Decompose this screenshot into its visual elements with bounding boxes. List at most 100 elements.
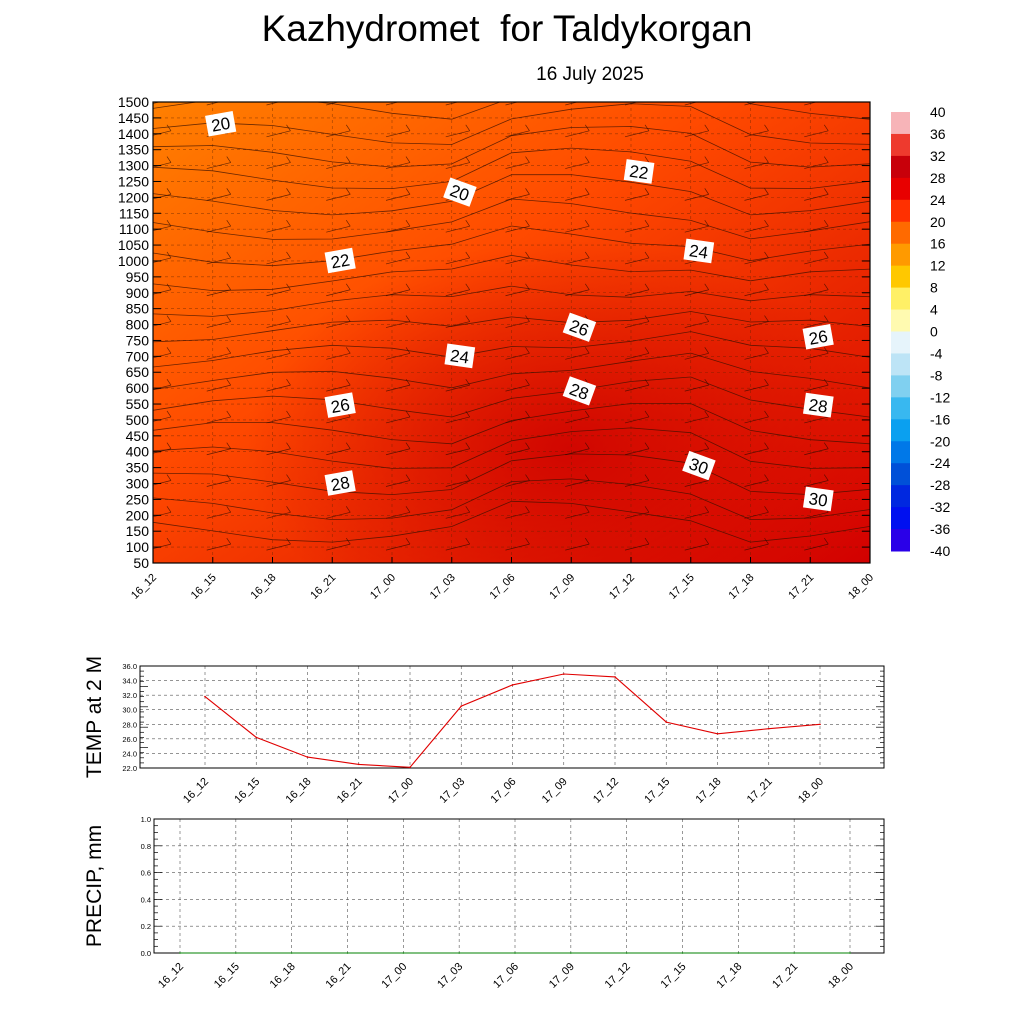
colorbar-segment <box>891 507 910 530</box>
wind-barb <box>445 378 471 392</box>
wind-barb <box>505 442 530 456</box>
wind-barb <box>624 378 650 392</box>
heat-ytick-label: 1300 <box>118 158 149 174</box>
wind-barb <box>804 347 829 360</box>
wind-barb <box>206 410 232 424</box>
heat-ytick-label: 100 <box>126 539 150 555</box>
colorbar-label: 28 <box>930 170 946 186</box>
heat-xtick-label: 17_12 <box>607 572 637 602</box>
wind-barb <box>385 315 411 328</box>
temp-data-point <box>357 763 360 766</box>
wind-barb <box>505 315 530 328</box>
contour-label-box <box>802 392 834 418</box>
wind-barb <box>505 474 530 487</box>
isotherm-line <box>153 403 870 445</box>
colorbar-segment <box>891 419 910 442</box>
heat-ytick-label: 900 <box>126 285 150 301</box>
temp-data-point <box>562 673 565 675</box>
heat-ytick-label: 850 <box>126 301 150 317</box>
temp-xtick-label: 18_00 <box>796 776 826 806</box>
wind-barb <box>266 315 291 328</box>
wind-barb <box>445 251 471 265</box>
precip-data-point <box>402 952 405 954</box>
wind-barb <box>684 537 710 551</box>
heat-xtick-label: 16_15 <box>189 572 219 602</box>
temp-data-point <box>665 721 668 723</box>
colorbar-label: 12 <box>930 258 946 274</box>
isotherm-line <box>153 147 870 190</box>
wind-barb <box>266 124 291 138</box>
wind-barb <box>744 474 769 487</box>
colorbar-label: -28 <box>930 477 950 493</box>
contour-label-text: 26 <box>807 327 829 349</box>
temp-ytick-label: 30.0 <box>122 706 137 715</box>
wind-barb <box>385 410 411 424</box>
heat-ytick-label: 400 <box>126 444 150 460</box>
heat-ytick-label: 550 <box>126 396 150 412</box>
heat-ytick-label: 50 <box>133 555 149 571</box>
wind-barb <box>744 410 769 424</box>
contour-label-box <box>802 486 834 512</box>
wind-barb <box>744 506 769 519</box>
contour-label-text: 26 <box>329 395 351 417</box>
wind-barb <box>326 219 351 233</box>
temp-ytick-label: 24.0 <box>122 749 137 758</box>
wind-barb <box>385 124 411 138</box>
wind-barb <box>266 283 291 297</box>
colorbar-label: -36 <box>930 521 950 537</box>
wind-barb <box>385 251 411 265</box>
precip-ytick-label: 0.8 <box>141 842 151 851</box>
wind-barb <box>565 410 590 424</box>
colorbar-segment <box>891 353 910 376</box>
contour-label-box <box>562 312 597 342</box>
temp-frame <box>139 665 885 769</box>
wind-barb <box>505 347 530 360</box>
wind-barb <box>266 537 291 551</box>
isotherm-line <box>153 500 870 543</box>
contour-label: 24 <box>683 238 715 264</box>
contour-label: 26 <box>324 392 356 418</box>
wind-barb <box>505 156 530 169</box>
wind-barb <box>624 347 650 360</box>
heat-xtick-label: 18_00 <box>846 572 876 602</box>
wind-barb <box>565 251 590 265</box>
colorbar-segment <box>891 133 910 157</box>
wind-barb <box>445 474 471 487</box>
heat-ytick-label: 1400 <box>118 126 149 142</box>
wind-barb <box>505 251 530 265</box>
colorbar-segment <box>891 287 910 311</box>
temp-ytick-label: 22.0 <box>122 764 137 773</box>
colorbar-label: 0 <box>930 324 938 340</box>
wind-barb <box>385 283 411 297</box>
heat-xtick-label: 17_15 <box>667 572 697 602</box>
wind-barb <box>804 124 829 138</box>
precip-ytick-label: 0.4 <box>141 895 151 904</box>
heat-ytick-label: 450 <box>126 428 150 444</box>
wind-barb <box>206 347 232 360</box>
wind-barb <box>744 378 769 392</box>
contour-label-text: 28 <box>807 395 828 416</box>
wind-barb <box>744 442 769 456</box>
heat-ytick-label: 600 <box>126 380 150 396</box>
temp-ylabel: TEMP at 2 M <box>83 656 106 778</box>
wind-barb <box>266 442 291 456</box>
wind-barb <box>565 188 590 201</box>
wind-barb <box>445 283 471 297</box>
wind-barb <box>445 102 460 106</box>
precip-ytick-label: 0.0 <box>141 949 151 958</box>
wind-barb <box>624 442 650 456</box>
isotherm-line <box>153 376 870 418</box>
precip-xtick-label: 17_15 <box>659 961 689 991</box>
heat-ytick-label: 950 <box>126 269 150 285</box>
wind-barb <box>385 378 411 392</box>
wind-barb <box>266 378 291 392</box>
temp-xtick-label: 17_00 <box>386 776 416 806</box>
heat-ytick-label: 800 <box>126 317 150 333</box>
colorbar-segment <box>891 221 910 245</box>
wind-barb <box>326 537 351 551</box>
wind-barb <box>505 410 530 424</box>
contour-label: 24 <box>444 343 476 369</box>
heat-ytick-label: 700 <box>126 348 150 364</box>
wind-barb <box>804 474 829 487</box>
precip-xtick-label: 16_21 <box>324 961 354 991</box>
